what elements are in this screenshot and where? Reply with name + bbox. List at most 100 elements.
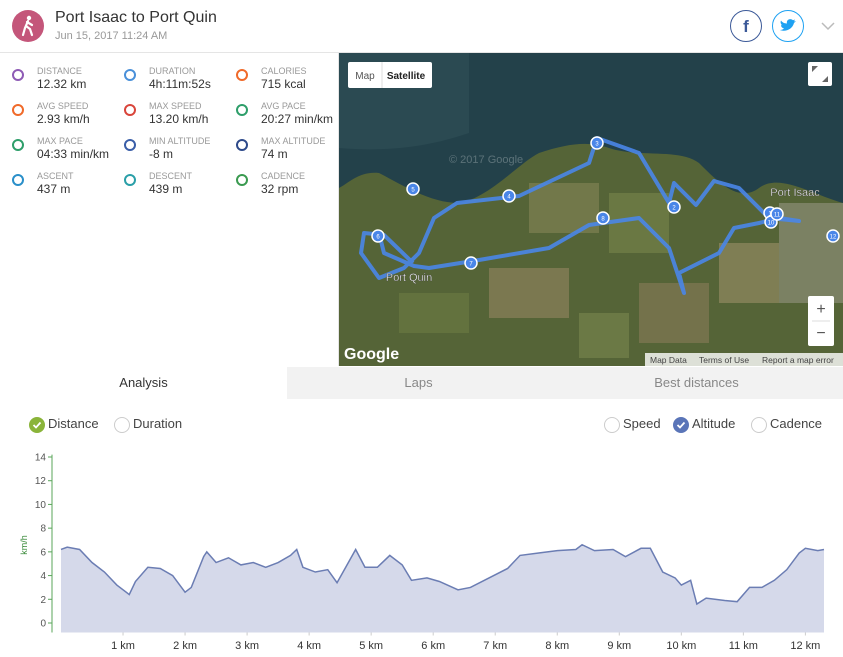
activity-title: Port Isaac to Port Quin [55,9,217,26]
radio-button[interactable] [29,417,45,433]
x-tick-label: 2 km [173,640,197,652]
svg-text:f: f [743,17,749,36]
x-tick-label: 12 km [790,640,820,652]
radio-button[interactable] [751,417,767,433]
route-marker [406,182,420,196]
x-tick-label: 7 km [483,640,507,652]
stat-icon [12,69,24,81]
route-marker [770,207,784,221]
x-tick-label: 8 km [545,640,569,652]
fullscreen-button[interactable] [808,62,832,86]
stat-icon [124,139,136,151]
stat-value: 12.32 km [37,77,87,91]
route-marker [590,136,604,150]
stat-value: 74 m [261,147,288,161]
place-label: Port Isaac [770,187,820,199]
route-marker [596,211,610,225]
chart: km/h 0 2 4 6 8 10 12 14 1 km 2 km 3 km 4 km 5 km 6 km… [19,453,825,652]
area-fill [61,544,824,633]
stat-value: 2.93 km/h [37,112,90,126]
radio-button[interactable] [114,417,130,433]
zoom-out[interactable]: − [816,325,825,342]
route-marker-label: 3 [595,142,599,148]
satellite-button[interactable]: Satellite [387,71,426,82]
route-marker-label: 12 [830,235,837,241]
x-tick-label: 9 km [607,640,631,652]
stat-icon [12,104,24,116]
stat-value: 4h:11m:52s [149,77,211,91]
route-marker [667,200,681,214]
map-footer-link[interactable]: Report a map error [762,355,834,365]
stat-value: 32 rpm [261,182,299,196]
map[interactable]: Map Satellite Port Quin Port Isaac © 201… [339,53,843,366]
y-tick-label: 2 [40,595,46,606]
option-label[interactable]: Distance [48,416,99,431]
map-footer-link[interactable]: Terms of Use [699,355,749,365]
stat-label: CADENCE [261,171,306,181]
stat-value: 04:33 min/km [37,147,110,161]
tab[interactable]: Analysis [0,367,287,399]
tab[interactable]: Best distances [654,375,739,390]
map-button[interactable]: Map [355,71,375,82]
stat-icon [236,174,248,186]
y-tick-label: 0 [40,619,46,630]
stat-label: CALORIES [261,66,307,76]
route-marker [502,189,516,203]
stat-icon [12,139,24,151]
y-tick-label: 6 [40,547,46,558]
facebook-button[interactable]: f [730,10,762,42]
option-label[interactable]: Duration [133,416,183,431]
stat-value: 437 m [37,182,71,196]
x-tick-label: 10 km [666,640,696,652]
stat-label: MAX ALTITUDE [261,136,326,146]
option-label[interactable]: Cadence [770,416,823,431]
expand-chevron[interactable] [820,20,836,32]
route-marker-label: 8 [601,217,605,223]
x-tick-label: 4 km [297,640,321,652]
stat-value: 715 kcal [261,77,306,91]
stat-label: MAX PACE [37,136,83,146]
stats-panel: DISTANCE 12.32 km DURATION 4h:11m:52s CALORI… [0,53,339,366]
stat-icon [124,104,136,116]
stat-icon [124,174,136,186]
stat-label: MIN ALTITUDE [149,136,211,146]
x-tick-label: 11 km [729,640,758,652]
radio-button[interactable] [673,417,689,433]
option-label[interactable]: Altitude [692,416,736,431]
y-tick-label: 14 [35,453,47,464]
activity-date: Jun 15, 2017 11:24 AM [55,30,168,42]
route-marker [464,256,478,270]
twitter-button[interactable] [772,10,804,42]
stat-label: DISTANCE [37,66,82,76]
stat-value: -8 m [149,147,173,161]
stat-label: AVG PACE [261,101,306,111]
route-marker [826,229,840,243]
stat-icon [236,104,248,116]
stat-value: 439 m [149,182,183,196]
y-axis-label: km/h [19,535,29,555]
route-marker-label: 4 [507,195,511,201]
map-watermark: © 2017 Google [449,154,523,166]
stat-label: AVG SPEED [37,101,89,111]
google-logo: Google [344,346,399,363]
zoom-in[interactable]: + [816,301,825,318]
map-type-control[interactable] [348,62,432,88]
stat-label: MAX SPEED [149,101,202,111]
area-line [60,543,825,606]
stat-icon [236,139,248,151]
stat-value: 20:27 min/km [261,112,334,126]
tab[interactable]: Laps [404,375,433,390]
option-label[interactable]: Speed [623,416,661,431]
x-tick-label: 6 km [421,640,445,652]
stat-label: DESCENT [149,171,193,181]
map-footer-link[interactable]: Map Data [650,355,687,365]
stat-icon [236,69,248,81]
route-marker-label: 7 [469,262,473,268]
x-tick-label: 5 km [359,640,383,652]
stat-label: DURATION [149,66,196,76]
radio-button[interactable] [604,417,620,433]
route [359,136,801,295]
route-marker-label: 11 [774,213,781,219]
y-tick-label: 4 [40,571,46,582]
